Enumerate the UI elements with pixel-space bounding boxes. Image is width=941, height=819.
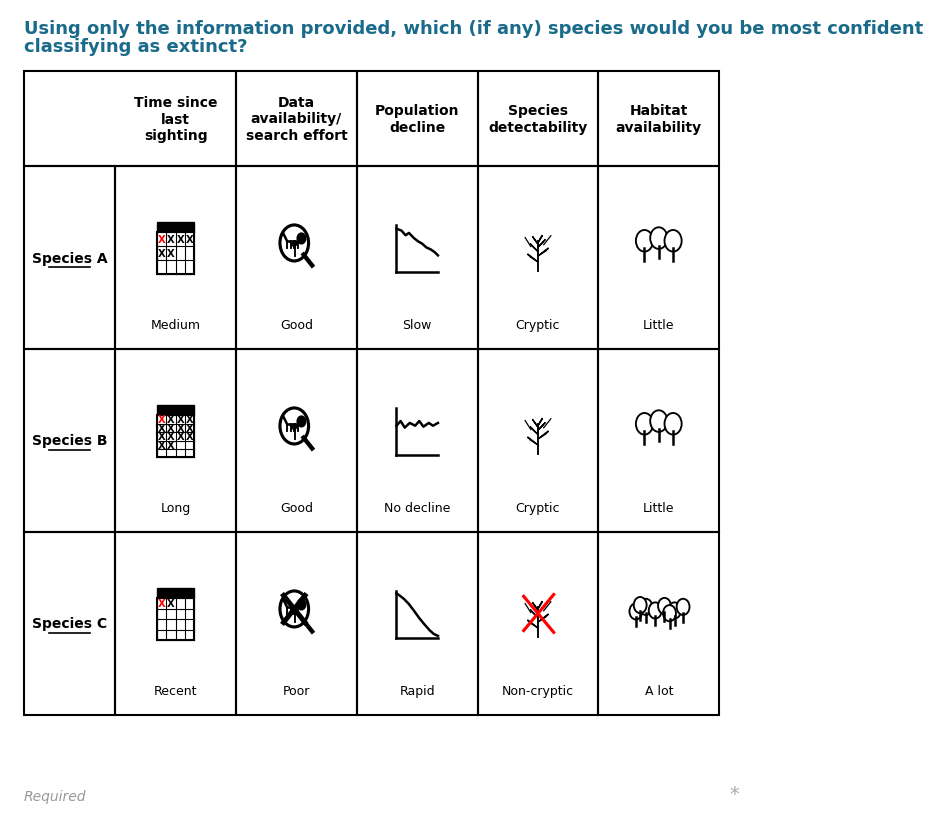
Text: Cryptic: Cryptic — [516, 501, 560, 514]
Text: X: X — [167, 441, 175, 450]
Text: X: X — [176, 415, 184, 425]
Bar — [478, 167, 598, 350]
Bar — [478, 72, 598, 167]
Text: X: X — [158, 415, 166, 425]
Text: X: X — [158, 432, 166, 441]
Circle shape — [297, 417, 306, 428]
Circle shape — [636, 231, 653, 252]
Circle shape — [650, 228, 667, 250]
Bar — [24, 350, 115, 532]
Bar — [24, 167, 115, 350]
Bar — [157, 589, 194, 599]
Bar — [598, 72, 719, 167]
Bar — [157, 233, 194, 275]
Circle shape — [663, 605, 676, 622]
Text: X: X — [158, 249, 166, 259]
Text: Slow: Slow — [403, 319, 432, 332]
Bar — [236, 72, 357, 167]
Text: Poor: Poor — [282, 684, 311, 697]
Text: X: X — [176, 432, 184, 441]
Text: X: X — [158, 423, 166, 433]
Text: X: X — [167, 415, 175, 425]
Text: X: X — [158, 235, 166, 245]
Bar — [357, 532, 478, 715]
Circle shape — [664, 414, 681, 435]
Bar — [598, 167, 719, 350]
Bar — [598, 350, 719, 532]
Text: Species B: Species B — [32, 434, 107, 448]
Bar — [157, 405, 194, 415]
Text: Species
detectability: Species detectability — [488, 104, 587, 134]
Bar — [357, 350, 478, 532]
Circle shape — [658, 598, 671, 614]
Text: X: X — [158, 441, 166, 450]
Bar — [115, 167, 236, 350]
Text: Species A: Species A — [32, 251, 107, 265]
Text: classifying as extinct?: classifying as extinct? — [24, 38, 247, 56]
Text: Required: Required — [24, 789, 87, 803]
Text: X: X — [167, 423, 175, 433]
Text: Good: Good — [279, 319, 313, 332]
Text: X: X — [185, 423, 194, 433]
Text: Recent: Recent — [154, 684, 198, 697]
Text: Data
availability/
search effort: Data availability/ search effort — [246, 96, 347, 143]
Text: X: X — [185, 432, 194, 441]
Text: X: X — [185, 235, 194, 245]
Text: No decline: No decline — [384, 501, 451, 514]
Bar — [115, 350, 236, 532]
Text: X: X — [167, 599, 175, 609]
Bar — [598, 532, 719, 715]
Bar — [157, 416, 194, 458]
Text: Rapid: Rapid — [399, 684, 435, 697]
Bar — [236, 532, 357, 715]
Text: Little: Little — [643, 501, 675, 514]
Text: Habitat
availability: Habitat availability — [615, 104, 702, 134]
Bar — [236, 350, 357, 532]
Text: X: X — [167, 432, 175, 441]
Circle shape — [640, 599, 652, 615]
Text: A lot: A lot — [645, 684, 673, 697]
Circle shape — [636, 414, 653, 435]
Text: Cryptic: Cryptic — [516, 319, 560, 332]
Circle shape — [677, 599, 690, 615]
Text: X: X — [185, 415, 194, 425]
Text: Species C: Species C — [32, 617, 107, 631]
Text: X: X — [176, 423, 184, 433]
Bar — [357, 167, 478, 350]
Bar — [478, 532, 598, 715]
Circle shape — [297, 233, 306, 245]
Circle shape — [664, 231, 681, 252]
Text: X: X — [176, 235, 184, 245]
Bar — [357, 72, 478, 167]
Text: Long: Long — [161, 501, 191, 514]
Bar — [157, 223, 194, 233]
Circle shape — [633, 597, 646, 613]
Text: Medium: Medium — [151, 319, 200, 332]
Text: Population
decline: Population decline — [375, 104, 459, 134]
Bar — [115, 532, 236, 715]
Circle shape — [668, 603, 681, 619]
Text: X: X — [158, 599, 166, 609]
Bar — [24, 72, 236, 167]
Circle shape — [297, 600, 306, 610]
Bar — [24, 532, 115, 715]
Circle shape — [650, 411, 667, 432]
Text: Little: Little — [643, 319, 675, 332]
Bar — [478, 350, 598, 532]
Text: X: X — [167, 235, 175, 245]
Circle shape — [648, 603, 662, 619]
Circle shape — [630, 604, 643, 620]
Text: Good: Good — [279, 501, 313, 514]
Text: Using only the information provided, which (if any) species would you be most co: Using only the information provided, whi… — [24, 20, 923, 38]
Text: X: X — [167, 249, 175, 259]
Text: Non-cryptic: Non-cryptic — [502, 684, 574, 697]
Bar — [236, 167, 357, 350]
Bar — [157, 599, 194, 640]
Text: *: * — [729, 784, 740, 803]
Text: Time since
last
sighting: Time since last sighting — [134, 96, 217, 143]
